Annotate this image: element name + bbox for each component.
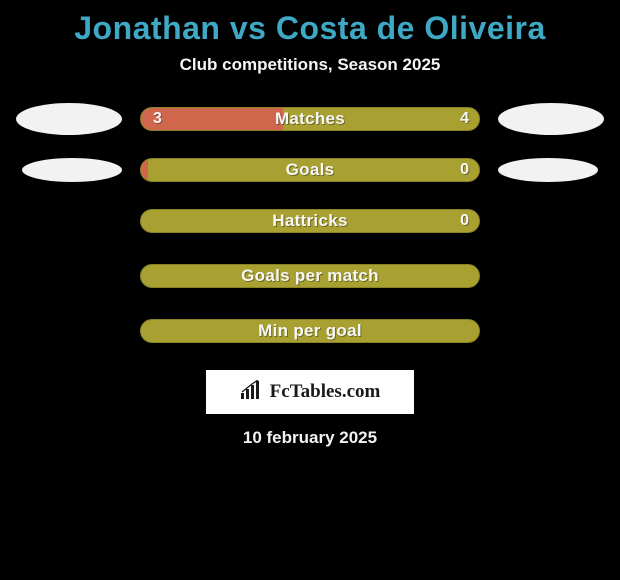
comparison-card: Jonathan vs Costa de Oliveira Club compe… <box>0 0 620 448</box>
logo: FcTables.com <box>240 380 381 405</box>
stat-bar: Goals per match <box>140 264 480 288</box>
stat-rows: 34Matches 0Goals 0Hattricks Goals per match… <box>0 103 620 347</box>
avatar-right <box>498 158 598 182</box>
logo-box: FcTables.com <box>206 370 414 414</box>
subtitle: Club competitions, Season 2025 <box>0 55 620 103</box>
stat-bar: Min per goal <box>140 319 480 343</box>
stat-label: Min per goal <box>141 320 479 342</box>
stat-row: 0Goals <box>0 158 620 182</box>
logo-text: FcTables.com <box>270 381 381 403</box>
stat-label: Goals <box>141 159 479 181</box>
stat-bar: 0Hattricks <box>140 209 480 233</box>
stat-label: Hattricks <box>141 210 479 232</box>
stat-row: 34Matches <box>0 103 620 135</box>
avatar-right <box>498 103 604 135</box>
stat-bar: 34Matches <box>140 107 480 131</box>
stat-bar: 0Goals <box>140 158 480 182</box>
date-label: 10 february 2025 <box>0 428 620 448</box>
stat-row: 0Hattricks <box>0 205 620 237</box>
stat-row: Min per goal <box>0 315 620 347</box>
stat-row: Goals per match <box>0 260 620 292</box>
bars-icon <box>240 380 266 405</box>
avatar-left <box>16 103 122 135</box>
page-title: Jonathan vs Costa de Oliveira <box>0 6 620 55</box>
stat-label: Goals per match <box>141 265 479 287</box>
stat-label: Matches <box>141 108 479 130</box>
avatar-left <box>22 158 122 182</box>
